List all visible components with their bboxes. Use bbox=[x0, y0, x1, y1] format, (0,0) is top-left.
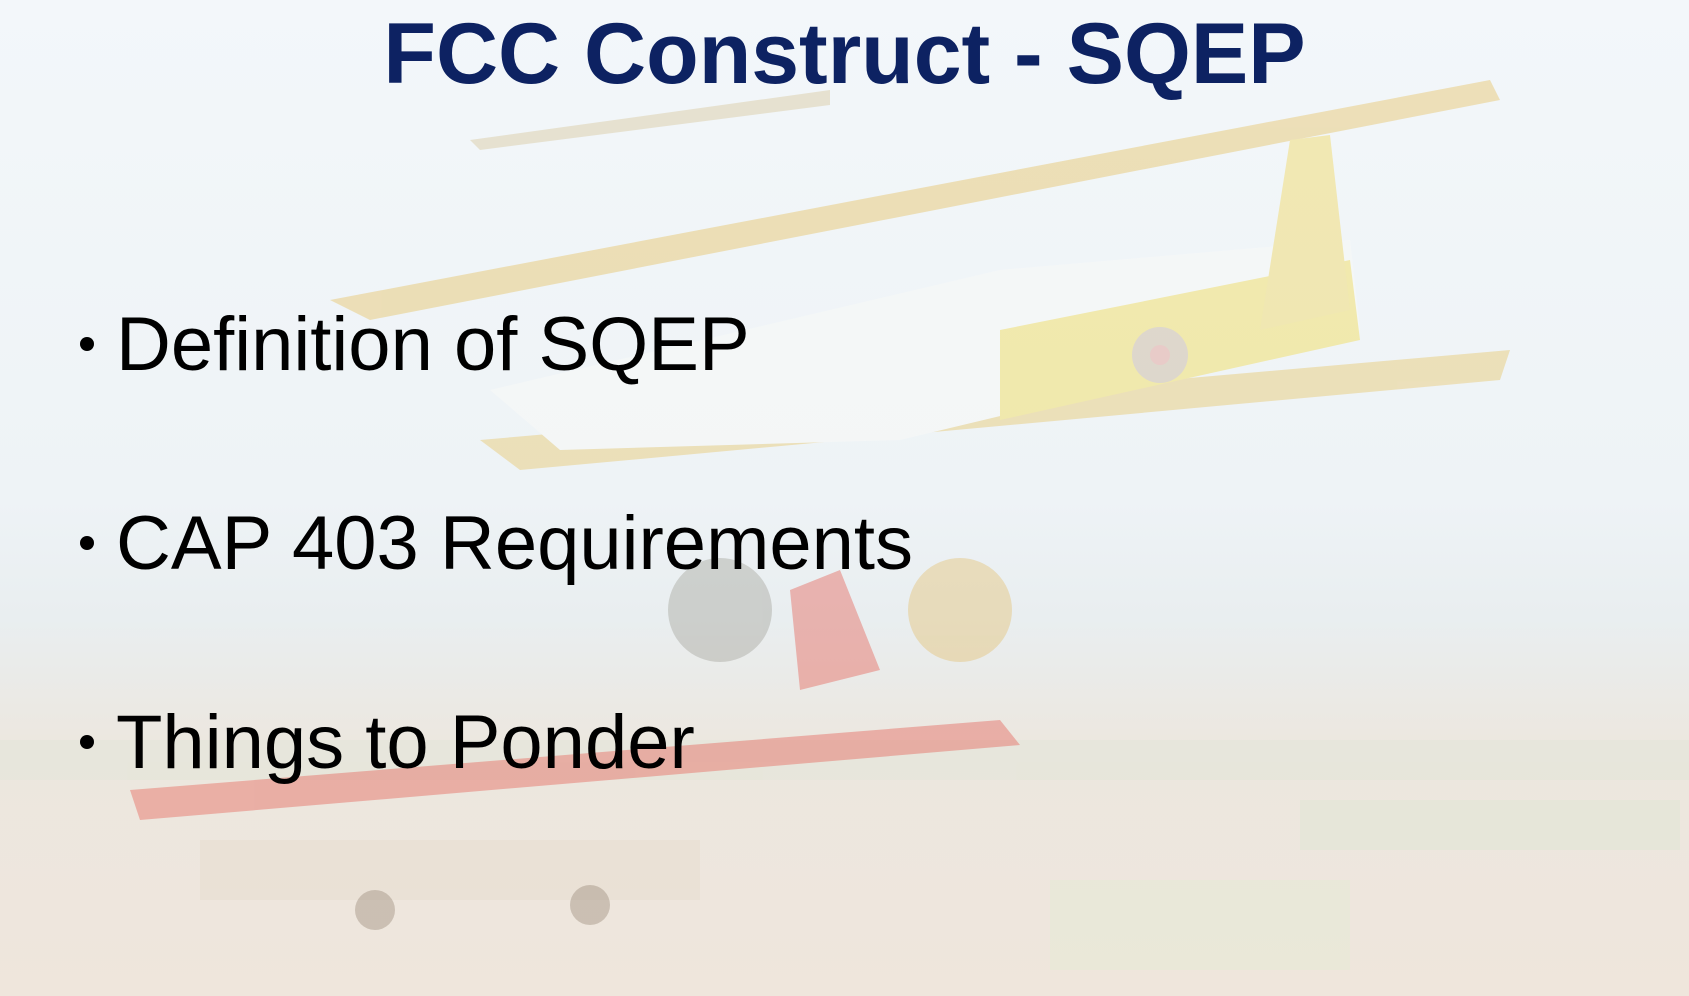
bullet-item: Definition of SQEP bbox=[80, 300, 750, 390]
bullet-dot bbox=[80, 735, 94, 749]
bullet-text: Things to Ponder bbox=[116, 700, 695, 785]
bullet-text: CAP 403 Requirements bbox=[116, 501, 913, 586]
slide: FCC Construct - SQEP Definition of SQEP … bbox=[0, 0, 1689, 996]
bullet-text: Definition of SQEP bbox=[116, 302, 750, 387]
bullet-item: Things to Ponder bbox=[80, 698, 695, 788]
bullet-item: CAP 403 Requirements bbox=[80, 499, 913, 589]
bullet-dot bbox=[80, 337, 94, 351]
bullet-dot bbox=[80, 536, 94, 550]
slide-title: FCC Construct - SQEP bbox=[0, 4, 1689, 104]
background-photo bbox=[0, 0, 1689, 996]
